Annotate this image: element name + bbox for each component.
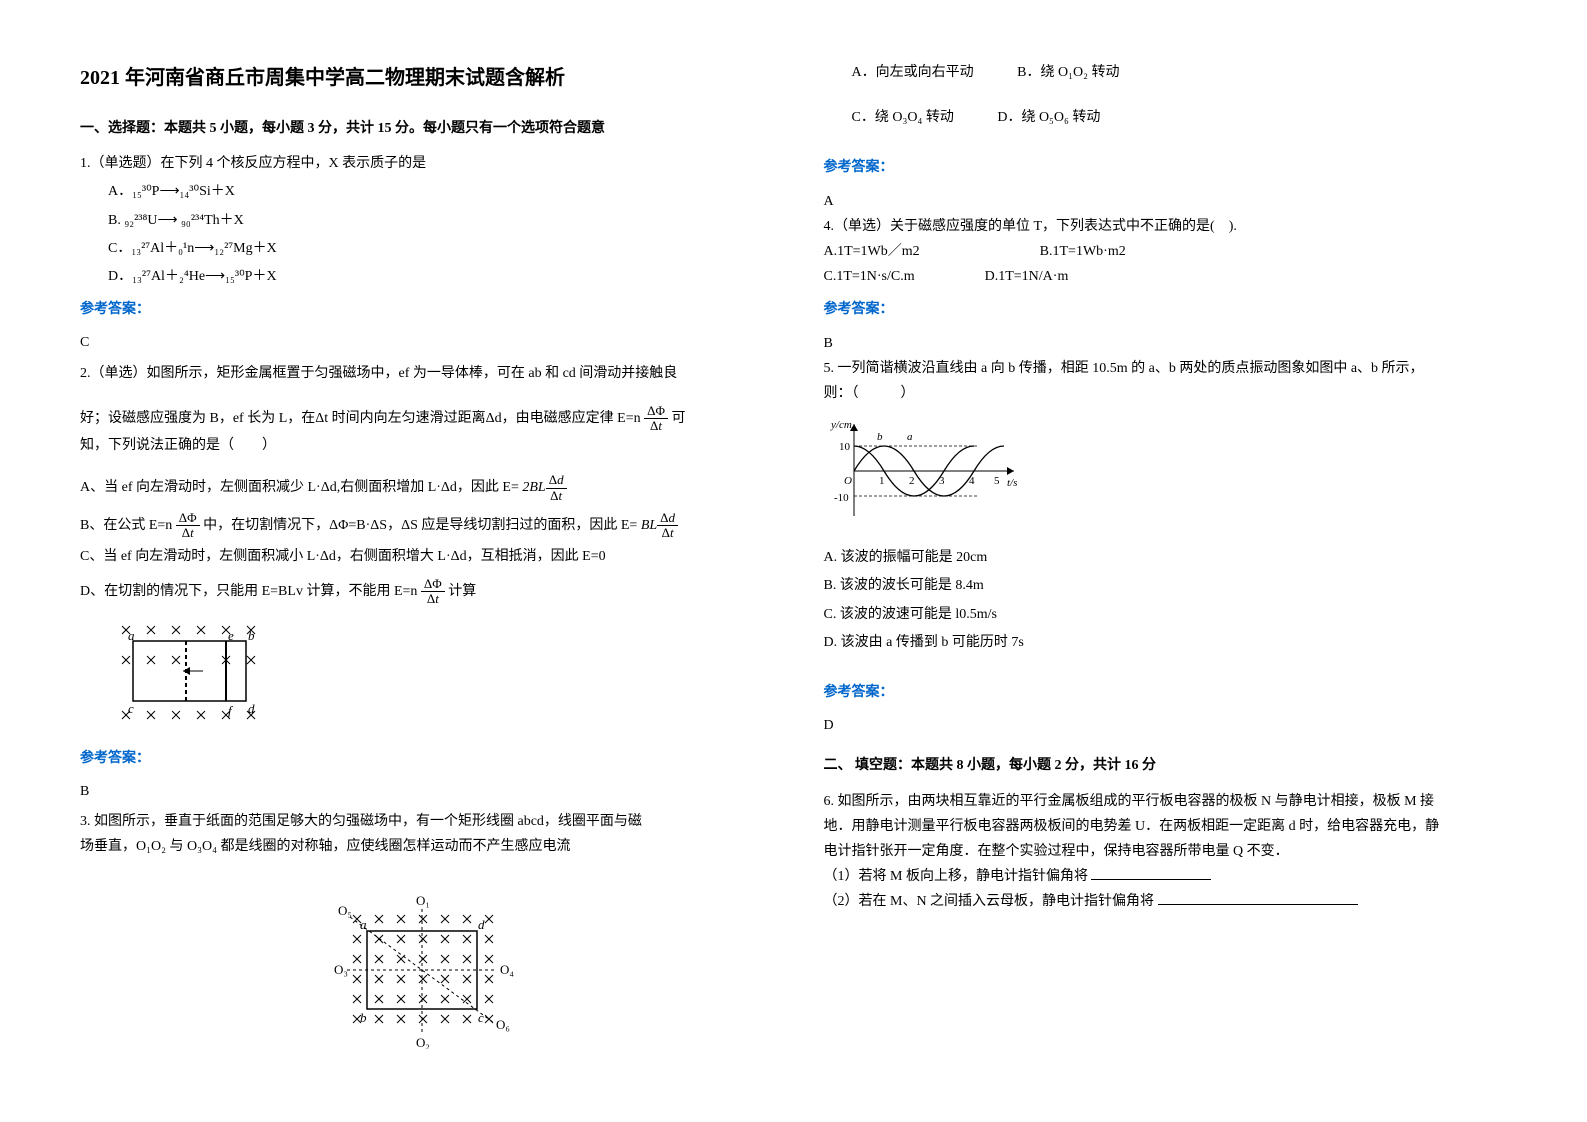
svg-text:y/cm: y/cm (830, 419, 852, 431)
answer-label: 参考答案： (80, 297, 764, 322)
svg-text:5: 5 (994, 475, 1000, 487)
q2-diagram: a b c d e f (108, 616, 764, 735)
q4-stem: 4.（单选）关于磁感应强度的单位 T，下列表达式中不正确的是( ). (824, 214, 1508, 239)
q5-stem1: 5. 一列简谐横波沿直线由 a 向 b 传播，相距 10.5m 的 a、b 两处… (824, 356, 1508, 381)
question-6: 6. 如图所示，由两块相互靠近的平行金属板组成的平行板电容器的极板 N 与静电计… (824, 789, 1508, 915)
q1-optC: C．₁₃²⁷Al＋₀¹n⟶₁₂²⁷Mg＋X (108, 236, 764, 261)
svg-text:O₁: O₁ (416, 893, 430, 908)
question-4: 4.（单选）关于磁感应强度的单位 T，下列表达式中不正确的是( ). A.1T=… (824, 214, 1508, 290)
q2-optC: C、当 ef 向左滑动时，左侧面积减小 L·Δd，右侧面积增大 L·Δd，互相抵… (80, 544, 764, 569)
frac-2BL-icon: ΔdΔt (546, 473, 567, 503)
blank-input[interactable] (1091, 866, 1211, 880)
question-2: 2.（单选）如图所示，矩形金属框置于匀强磁场中，ef 为一导体棒，可在 ab 和… (80, 361, 764, 736)
q2-stem-line2b: 可 (671, 411, 685, 426)
q6-line1: 6. 如图所示，由两块相互靠近的平行金属板组成的平行板电容器的极板 N 与静电计… (824, 789, 1508, 814)
q6-sub1: （1）若将 M 板向上移，静电计指针偏角将 (824, 869, 1088, 884)
svg-text:f: f (228, 703, 234, 718)
q5-optB: B. 该波的波长可能是 8.4m (824, 573, 1508, 598)
svg-text:c: c (478, 1010, 484, 1025)
svg-text:O₄: O₄ (500, 962, 514, 977)
q5-stem2: 则：（ ） (824, 381, 1508, 406)
q3-optC: C．绕 O₃O₄ 转动 (852, 105, 954, 130)
q6-line2: 地．用静电计测量平行板电容器两极板间的电势差 U．在两板相距一定距离 d 时，给… (824, 814, 1508, 839)
page-title: 2021 年河南省商丘市周集中学高二物理期末试题含解析 (80, 60, 764, 96)
q1-optD: D．₁₃²⁷Al＋₂⁴He⟶₁₅³⁰P＋X (108, 264, 764, 289)
answer-label-4: 参考答案： (824, 297, 1508, 322)
frac-optB2-icon: ΔdΔt (657, 511, 678, 541)
left-column: 2021 年河南省商丘市周集中学高二物理期末试题含解析 一、选择题：本题共 5 … (50, 60, 794, 1062)
svg-text:O₆: O₆ (496, 1017, 510, 1032)
svg-text:10: 10 (839, 441, 851, 453)
q4-answer: B (824, 331, 1508, 356)
svg-text:O₃: O₃ (334, 962, 348, 977)
q3-optB: B．绕 O₁O₂ 转动 (1017, 60, 1119, 85)
wave-chart: y/cm 10 -10 O 1 2 3 4 5 t/s b a (829, 416, 1508, 535)
q2-stem-line2a: 好；设磁感应强度为 B，ef 长为 L，在Δt 时间内向左匀速滑过距离Δd，由电… (80, 411, 641, 426)
q3-answer: A (824, 189, 1508, 214)
q6-line3: 电计指针张开一定角度．在整个实验过程中，保持电容器所带电量 Q 不变． (824, 839, 1508, 864)
frac-optB1-icon: ΔΦΔt (176, 511, 200, 541)
svg-text:d: d (478, 917, 485, 932)
svg-text:3: 3 (939, 475, 945, 487)
q3-stem2: 场垂直，O₁O₂ 与 O₃O₄ 都是线圈的对称轴，应使线圈怎样运动而不产生感应电… (80, 834, 764, 859)
svg-text:4: 4 (969, 475, 975, 487)
svg-text:O₂: O₂ (416, 1035, 430, 1049)
q1-stem: 1.（单选题）在下列 4 个核反应方程中，X 表示质子的是 (80, 151, 764, 176)
q2-optD-pre: D、在切割的情况下，只能用 E=BLv 计算，不能用 E=n (80, 584, 417, 599)
q3-stem1: 3. 如图所示，垂直于纸面的范围足够大的匀强磁场中，有一个矩形线圈 abcd，线… (80, 809, 764, 834)
blank-input-2[interactable] (1158, 891, 1358, 905)
svg-text:O: O (844, 475, 852, 487)
frac-optD-icon: ΔΦΔt (421, 577, 445, 607)
q5-optC: C. 该波的波速可能是 l0.5m/s (824, 602, 1508, 627)
question-5: 5. 一列简谐横波沿直线由 a 向 b 传播，相距 10.5m 的 a、b 两处… (824, 356, 1508, 655)
q3-optA: A．向左或向右平动 (852, 60, 974, 85)
answer-label-3: 参考答案： (824, 155, 1508, 180)
svg-text:c: c (128, 701, 134, 716)
q5-optD: D. 该波由 a 传播到 b 可能历时 7s (824, 630, 1508, 655)
q1-optA: A．₁₅³⁰P⟶₁₄³⁰Si＋X (108, 179, 764, 204)
q2-optD-post: 计算 (448, 584, 476, 599)
answer-label-2: 参考答案： (80, 746, 764, 771)
q5-answer: D (824, 713, 1508, 738)
right-column: A．向左或向右平动 B．绕 O₁O₂ 转动 C．绕 O₃O₄ 转动 D．绕 O₅… (794, 60, 1538, 1062)
svg-text:2: 2 (909, 475, 915, 487)
q4-optA: A.1T=1Wb／m2 (824, 239, 920, 264)
svg-text:a: a (360, 917, 367, 932)
q4-optC: C.1T=1N·s/C.m (824, 264, 915, 289)
svg-text:a: a (907, 431, 913, 443)
svg-text:a: a (128, 628, 135, 643)
q2-optB-mid: 中，在切割情况下，ΔΦ=B·ΔS，ΔS 应是导线切割扫过的面积，因此 E= (203, 518, 637, 533)
svg-text:1: 1 (879, 475, 885, 487)
q3-diagram: O₁ O₂ O₃ O₄ O₅ O₆ a d b c (80, 889, 764, 1058)
q2-optA-text: A、当 ef 向左滑动时，左侧面积减少 L·Δd,右侧面积增加 L·Δd，因此 … (80, 480, 519, 495)
question-3: 3. 如图所示，垂直于纸面的范围足够大的匀强磁场中，有一个矩形线圈 abcd，线… (80, 809, 764, 859)
svg-text:e: e (228, 628, 234, 643)
section2-heading: 二、 填空题：本题共 8 小题，每小题 2 分，共计 16 分 (824, 753, 1508, 778)
q2-answer: B (80, 779, 764, 804)
svg-text:b: b (360, 1010, 367, 1025)
q3-options: A．向左或向右平动 B．绕 O₁O₂ 转动 C．绕 O₃O₄ 转动 D．绕 O₅… (824, 60, 1508, 130)
question-1: 1.（单选题）在下列 4 个核反应方程中，X 表示质子的是 A．₁₅³⁰P⟶₁₄… (80, 151, 764, 289)
q1-optB: B. ₉₂²³⁸U⟶ ₉₀²³⁴Th＋X (108, 208, 764, 233)
q2-stem-line3: 知，下列说法正确的是（ ） (80, 433, 764, 458)
svg-text:b: b (877, 431, 883, 443)
section1-heading: 一、选择题：本题共 5 小题，每小题 3 分，共计 15 分。每小题只有一个选项… (80, 116, 764, 141)
svg-text:b: b (248, 628, 255, 643)
answer-label-5: 参考答案： (824, 680, 1508, 705)
svg-text:t/s: t/s (1007, 477, 1017, 489)
q2-optB-pre: B、在公式 E=n (80, 518, 172, 533)
q3-optD: D．绕 O₅O₆ 转动 (997, 105, 1100, 130)
q5-optA: A. 该波的振幅可能是 20cm (824, 545, 1508, 570)
q6-sub2: （2）若在 M、N 之间插入云母板，静电计指针偏角将 (824, 894, 1155, 909)
q4-optB: B.1T=1Wb·m2 (1040, 239, 1126, 264)
svg-text:d: d (248, 701, 255, 716)
frac-deltaPhi-deltat-icon: ΔΦΔt (644, 404, 668, 434)
q2-stem-line1: 2.（单选）如图所示，矩形金属框置于匀强磁场中，ef 为一导体棒，可在 ab 和… (80, 361, 764, 386)
svg-text:-10: -10 (834, 492, 849, 504)
q4-optD: D.1T=1N/A·m (985, 264, 1069, 289)
svg-text:O₅: O₅ (338, 903, 352, 918)
q1-answer: C (80, 330, 764, 355)
